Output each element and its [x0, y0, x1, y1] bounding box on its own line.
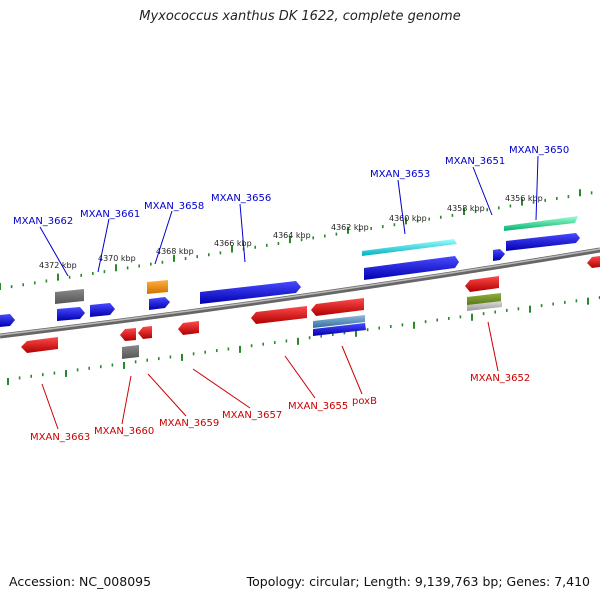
- gene-label-upper[interactable]: MXAN_3650: [509, 145, 569, 156]
- gene-arrow[interactable]: [362, 239, 457, 256]
- scale-label: 4372 kbp: [39, 261, 77, 270]
- gene-arrow[interactable]: [465, 276, 499, 292]
- gene-label-lower[interactable]: poxB: [352, 396, 377, 407]
- gene-arrow[interactable]: [147, 280, 168, 294]
- scale-label: 4370 kbp: [98, 254, 136, 263]
- gene-arrow[interactable]: [587, 256, 600, 268]
- gene-label-lower[interactable]: MXAN_3663: [30, 432, 90, 443]
- upper-strand-genes: [0, 216, 580, 327]
- scale-label: 4360 kbp: [389, 214, 427, 223]
- lower-scale-ticks: [7, 296, 600, 385]
- map-title: Myxococcus xanthus DK 1622, complete gen…: [139, 9, 461, 24]
- scale-label: 4356 kbp: [505, 194, 543, 203]
- gene-arrow[interactable]: [493, 249, 505, 261]
- scale-label: 4366 kbp: [214, 239, 252, 248]
- gene-label-upper[interactable]: MXAN_3658: [144, 201, 204, 212]
- gene-arrow[interactable]: [506, 233, 580, 251]
- scale-label: 4358 kbp: [447, 204, 485, 213]
- gene-label-upper[interactable]: MXAN_3656: [211, 193, 271, 204]
- gene-arrow[interactable]: [55, 289, 84, 304]
- gene-arrow[interactable]: [138, 326, 152, 339]
- scale-label: 4368 kbp: [156, 247, 194, 256]
- gene-arrow[interactable]: [149, 297, 170, 310]
- gene-label-upper[interactable]: MXAN_3653: [370, 169, 430, 180]
- gene-label-upper[interactable]: MXAN_3662: [13, 216, 73, 227]
- gene-arrow[interactable]: [313, 323, 366, 336]
- gene-arrow[interactable]: [364, 256, 459, 280]
- gene-label-lower[interactable]: MXAN_3657: [222, 410, 282, 421]
- gene-arrow[interactable]: [21, 337, 58, 353]
- scale-label: 4364 kbp: [273, 231, 311, 240]
- lower-strand-genes: [21, 256, 600, 359]
- upper-leader-lines: [39, 155, 539, 277]
- gene-arrow[interactable]: [120, 328, 136, 341]
- accession-text: Accession: NC_008095: [9, 574, 152, 589]
- gene-arrow[interactable]: [467, 301, 502, 311]
- gene-label-lower[interactable]: MXAN_3652: [470, 373, 530, 384]
- genome-axis: [0, 247, 600, 339]
- gene-arrow[interactable]: [251, 306, 307, 324]
- gene-label-upper[interactable]: MXAN_3651: [445, 156, 505, 167]
- gene-label-lower[interactable]: MXAN_3659: [159, 418, 219, 429]
- gene-arrow[interactable]: [90, 303, 115, 317]
- gene-label-upper[interactable]: MXAN_3661: [80, 209, 140, 220]
- gene-arrow[interactable]: [0, 314, 15, 327]
- gene-arrow[interactable]: [200, 281, 301, 304]
- genome-axis-highlight: [0, 248, 600, 336]
- gene-arrow[interactable]: [178, 321, 199, 335]
- lower-leader-lines: [41, 321, 499, 430]
- gene-label-lower[interactable]: MXAN_3655: [288, 401, 348, 412]
- gene-arrow[interactable]: [57, 307, 85, 321]
- gene-label-lower[interactable]: MXAN_3660: [94, 426, 154, 437]
- genome-stats-text: Topology: circular; Length: 9,139,763 bp…: [246, 574, 590, 589]
- gene-arrow[interactable]: [504, 216, 578, 231]
- gene-arrow[interactable]: [311, 298, 364, 316]
- gene-arrow[interactable]: [313, 315, 365, 328]
- upper-scale-ticks: [0, 189, 593, 290]
- scale-label: 4362 kbp: [331, 223, 369, 232]
- gene-arrow[interactable]: [122, 345, 139, 359]
